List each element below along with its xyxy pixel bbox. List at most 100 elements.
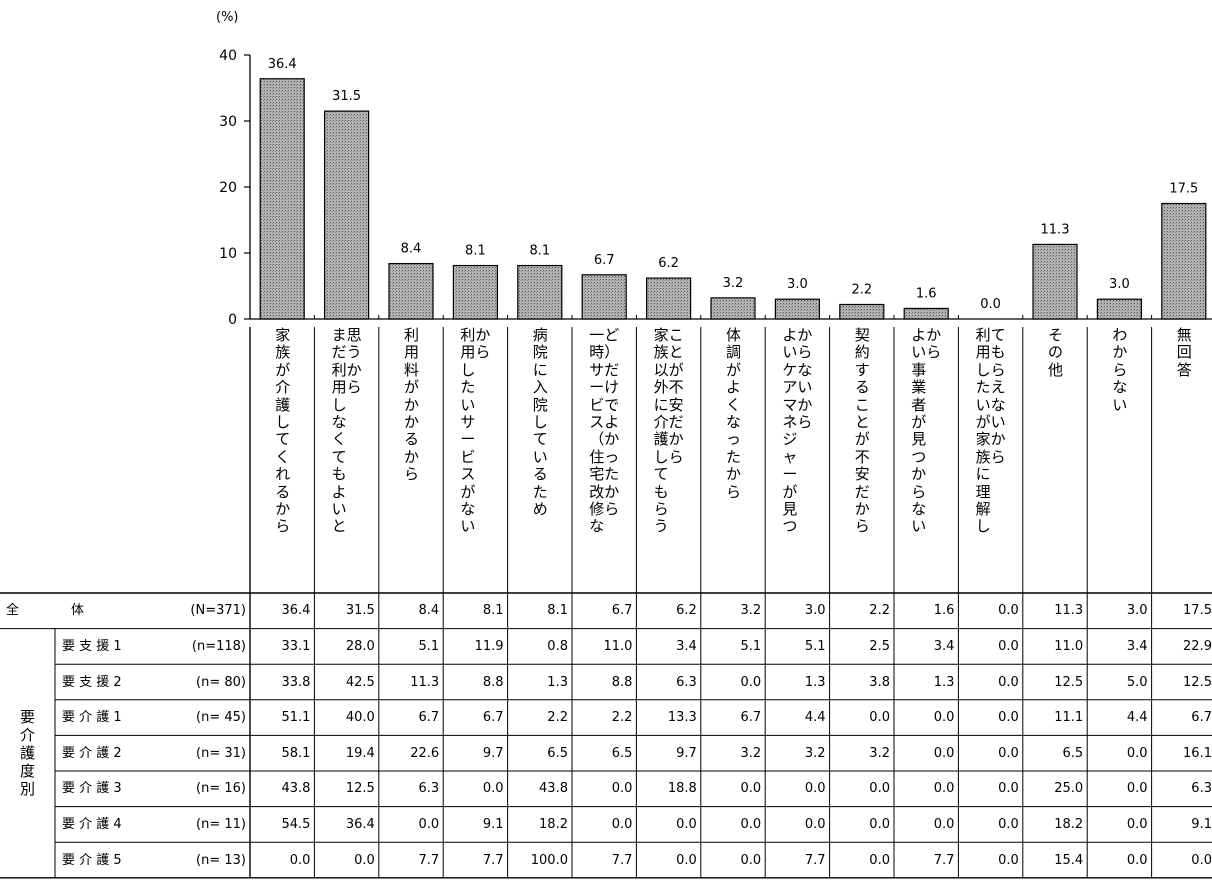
table-cell-value: 0.0: [869, 816, 890, 832]
table-cell-value: 0.0: [676, 816, 697, 832]
table-cell-value: 17.5: [1183, 603, 1212, 619]
table-cell-value: 5.0: [1126, 674, 1148, 690]
table-cell-value: 12.5: [345, 781, 375, 797]
row-n-label: (n= 11): [196, 816, 246, 832]
table-cell-value: 4.4: [1126, 710, 1148, 726]
category-label: わ か ら な い: [1112, 327, 1128, 414]
table-cell-value: 2.2: [869, 603, 890, 619]
table-cell-value: 7.7: [933, 852, 955, 868]
table-cell-value: 51.1: [281, 710, 311, 726]
row-n-label: (n= 45): [196, 710, 246, 726]
table-cell-value: 54.5: [281, 816, 311, 832]
y-tick-label: 20: [219, 180, 237, 196]
row-n-label: (n= 80): [196, 674, 246, 690]
table-cell-value: 0.0: [740, 781, 762, 797]
table-cell-value: 2.2: [611, 710, 633, 726]
table-cell-value: 18.2: [1054, 816, 1084, 832]
row-label: 要 介 護 2: [62, 745, 122, 761]
table-cell-value: 0.0: [869, 710, 890, 726]
table-cell-value: 0.0: [804, 816, 826, 832]
table-cell-value: 3.8: [869, 674, 890, 690]
table-cell-value: 0.0: [998, 781, 1019, 797]
row-label: 要 介 護 3: [62, 781, 122, 797]
category-label: 家 族 が 介 護 し て く れ る か ら: [275, 327, 291, 536]
table-cell-value: 15.4: [1054, 852, 1084, 868]
table-cell-value: 13.3: [667, 710, 697, 726]
table-cell-value: 42.5: [345, 674, 375, 690]
table-cell-value: 0.0: [933, 710, 955, 726]
bar-value-label: 31.5: [332, 89, 361, 104]
table-cell-value: 36.4: [345, 816, 375, 832]
bar-value-label: 17.5: [1169, 182, 1198, 197]
bar: [1161, 202, 1207, 320]
row-n-label: (n= 13): [196, 852, 246, 868]
table-cell-value: 11.0: [1054, 638, 1084, 654]
table-cell-value: 5.1: [418, 638, 440, 654]
table-cell-value: 1.6: [933, 603, 955, 619]
table-cell-value: 5.1: [740, 638, 762, 654]
table-cell-value: 0.0: [933, 816, 955, 832]
row-label: 要 介 護 1: [62, 710, 122, 726]
table-cell-value: 0.0: [1126, 852, 1148, 868]
table-cell-value: 9.1: [482, 816, 504, 832]
category-label: 体 調 が よ く な っ た か ら: [726, 327, 742, 501]
table-cell-value: 0.0: [1126, 816, 1148, 832]
table-cell-value: 7.7: [804, 852, 826, 868]
table-cell-value: 6.7: [418, 710, 440, 726]
table-cell-value: 3.2: [740, 603, 762, 619]
bar-value-label: 8.1: [465, 244, 486, 259]
category-label: 利て 用も しら たえ いな がい 家か 族ら に 理 解 し: [975, 327, 1006, 536]
category-label: 家こ 族と 以が 外不 に安 介だ 護か しら て も ら う: [653, 327, 684, 536]
table-cell-value: 11.0: [603, 638, 633, 654]
bar-value-label: 3.2: [723, 276, 744, 291]
row-n-label: (n= 16): [196, 781, 246, 797]
bar-value-label: 36.4: [268, 57, 297, 72]
table-cell-value: 8.1: [547, 603, 568, 619]
table-cell-value: 0.0: [1126, 781, 1148, 797]
bar: [774, 298, 821, 320]
table-cell-value: 6.7: [740, 710, 762, 726]
bar: [452, 264, 498, 320]
bar-value-label: 8.1: [529, 244, 550, 259]
row-label: 要 介 護 5: [62, 852, 122, 868]
table-cell-value: 0.0: [869, 852, 890, 868]
table-cell-value: 100.0: [530, 852, 568, 868]
group-label: 要 介 護 度 別: [20, 708, 36, 799]
category-label: 一ど 時） サだ ーけ ビで スよ （か 住っ 宅た 改か 修ら な: [589, 327, 620, 536]
table-cell-value: 25.0: [1054, 781, 1084, 797]
bar-value-label: 8.4: [401, 242, 422, 257]
bar-value-label: 0.0: [980, 297, 1001, 312]
table-cell-value: 0.0: [740, 852, 762, 868]
table-cell-value: 40.0: [345, 710, 375, 726]
table-cell-value: 0.0: [289, 852, 311, 868]
y-tick-label: 30: [219, 114, 237, 130]
table-cell-value: 8.4: [418, 603, 440, 619]
bar-value-label: 2.2: [851, 282, 872, 297]
category-label: よか いら ケな アい マか ネら ジ ャ ー が 見 つ: [782, 327, 813, 536]
table-cell-value: 7.7: [482, 852, 504, 868]
table-cell-value: 0.0: [418, 816, 440, 832]
y-axis-unit-label: (%): [216, 10, 239, 25]
table-cell-value: 18.8: [667, 781, 697, 797]
table-cell-value: 5.1: [804, 638, 826, 654]
table-cell-value: 22.9: [1183, 638, 1212, 654]
table-cell-value: 0.0: [998, 638, 1019, 654]
table-cell-value: 9.1: [1191, 816, 1212, 832]
table-cell-value: 58.1: [281, 745, 311, 761]
category-label: 利か 用ら し た い サ ー ビ ス が な い: [460, 327, 491, 536]
row-label: 要 介 護 4: [62, 816, 122, 832]
table-cell-value: 0.0: [869, 781, 890, 797]
table-cell-value: 28.0: [345, 638, 375, 654]
table-cell-value: 6.3: [418, 781, 440, 797]
bar-value-label: 11.3: [1041, 222, 1070, 237]
y-tick-label: 10: [219, 246, 237, 262]
category-label: 無 回 答: [1176, 327, 1192, 379]
y-tick-label: 0: [228, 312, 237, 328]
table-cell-value: 3.2: [869, 745, 890, 761]
table-cell-value: 0.0: [998, 852, 1019, 868]
table-cell-value: 0.0: [998, 816, 1019, 832]
bar: [1032, 243, 1078, 320]
bar-value-label: 1.6: [916, 286, 937, 301]
bar: [517, 264, 563, 320]
